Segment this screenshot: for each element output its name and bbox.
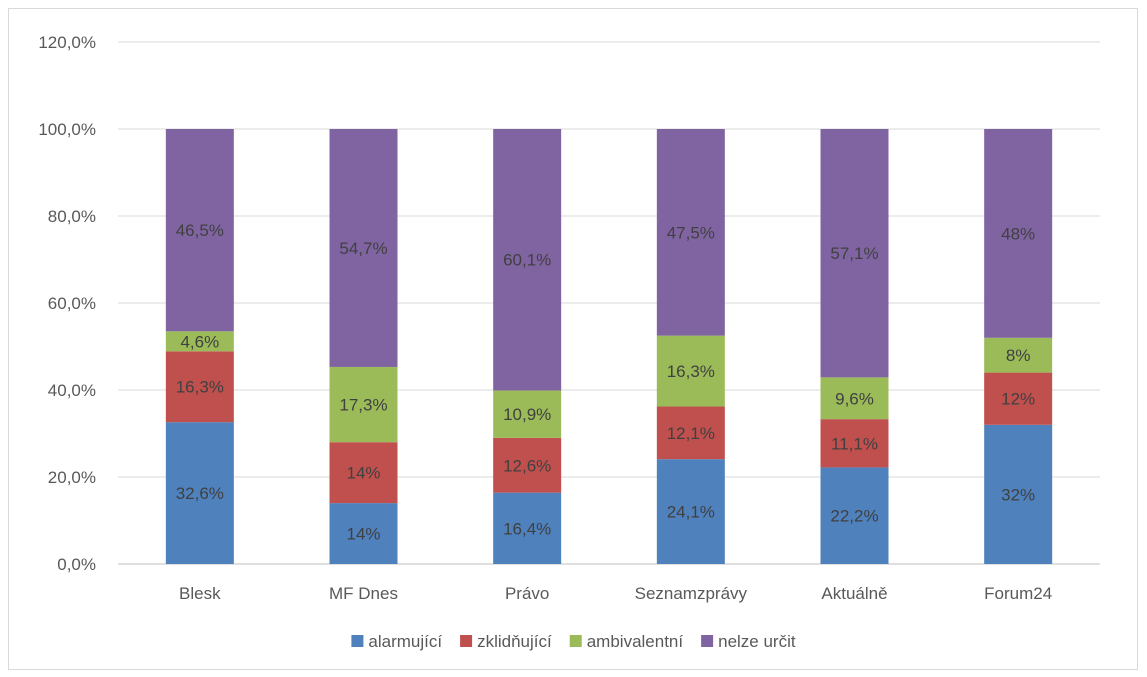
- data-label: 9,6%: [835, 389, 874, 408]
- data-label: 10,9%: [503, 405, 551, 424]
- data-label: 8%: [1006, 346, 1031, 365]
- data-label: 48%: [1001, 224, 1035, 243]
- data-label: 46,5%: [176, 221, 224, 240]
- data-label: 47,5%: [667, 223, 715, 242]
- x-axis-category-labels: Blesk MF Dnes Právo Seznamzprávy Aktuálně For…: [179, 584, 1052, 603]
- y-tick-label: 40,0%: [48, 381, 96, 400]
- data-label: 57,1%: [830, 244, 878, 263]
- legend-label: nelze určit: [718, 632, 796, 651]
- legend-swatch: [570, 635, 582, 647]
- data-label: 17,3%: [339, 396, 387, 415]
- data-label: 4,6%: [180, 332, 219, 351]
- data-label: 16,3%: [667, 362, 715, 381]
- y-tick-label: 100,0%: [38, 120, 96, 139]
- y-tick-label: 60,0%: [48, 294, 96, 313]
- legend-label: alarmující: [368, 632, 442, 651]
- data-label: 11,1%: [831, 434, 878, 453]
- x-category-label: Seznamzprávy: [635, 584, 748, 603]
- legend-swatch: [351, 635, 363, 647]
- data-label: 24,1%: [667, 503, 715, 522]
- data-label: 16,4%: [503, 519, 551, 538]
- x-category-label: MF Dnes: [329, 584, 398, 603]
- data-label: 12,1%: [667, 424, 715, 443]
- y-tick-label: 20,0%: [48, 468, 96, 487]
- data-label: 16,3%: [176, 378, 224, 397]
- data-label: 32%: [1001, 485, 1035, 504]
- x-category-label: Forum24: [984, 584, 1052, 603]
- data-label: 32,6%: [176, 484, 224, 503]
- data-label: 12%: [1001, 390, 1035, 409]
- legend-swatch: [460, 635, 472, 647]
- y-tick-label: 120,0%: [38, 33, 96, 52]
- data-label: 14%: [346, 525, 380, 544]
- legend-label: ambivalentní: [587, 632, 684, 651]
- data-label: 60,1%: [503, 251, 551, 270]
- y-tick-label: 80,0%: [48, 207, 96, 226]
- legend-swatch: [701, 635, 713, 647]
- data-label: 22,2%: [830, 507, 878, 526]
- x-category-label: Právo: [505, 584, 549, 603]
- legend-label: zklidňující: [477, 632, 552, 651]
- x-category-label: Blesk: [179, 584, 221, 603]
- y-axis-tick-labels: 0,0% 20,0% 40,0% 60,0% 80,0% 100,0% 120,0%: [38, 33, 96, 574]
- data-label: 12,6%: [503, 456, 551, 475]
- data-label: 54,7%: [339, 239, 387, 258]
- data-labels: 32,6% 16,3% 4,6% 46,5% 14% 14% 17,3% 54,7% 16,4%…: [176, 221, 1035, 543]
- data-label: 14%: [346, 464, 380, 483]
- x-category-label: Aktuálně: [821, 584, 887, 603]
- bar-segments: [166, 129, 1052, 564]
- y-tick-label: 0,0%: [57, 555, 96, 574]
- legend: alarmující zklidňující ambivalentní nelze u…: [351, 632, 795, 651]
- gridlines: [118, 42, 1100, 564]
